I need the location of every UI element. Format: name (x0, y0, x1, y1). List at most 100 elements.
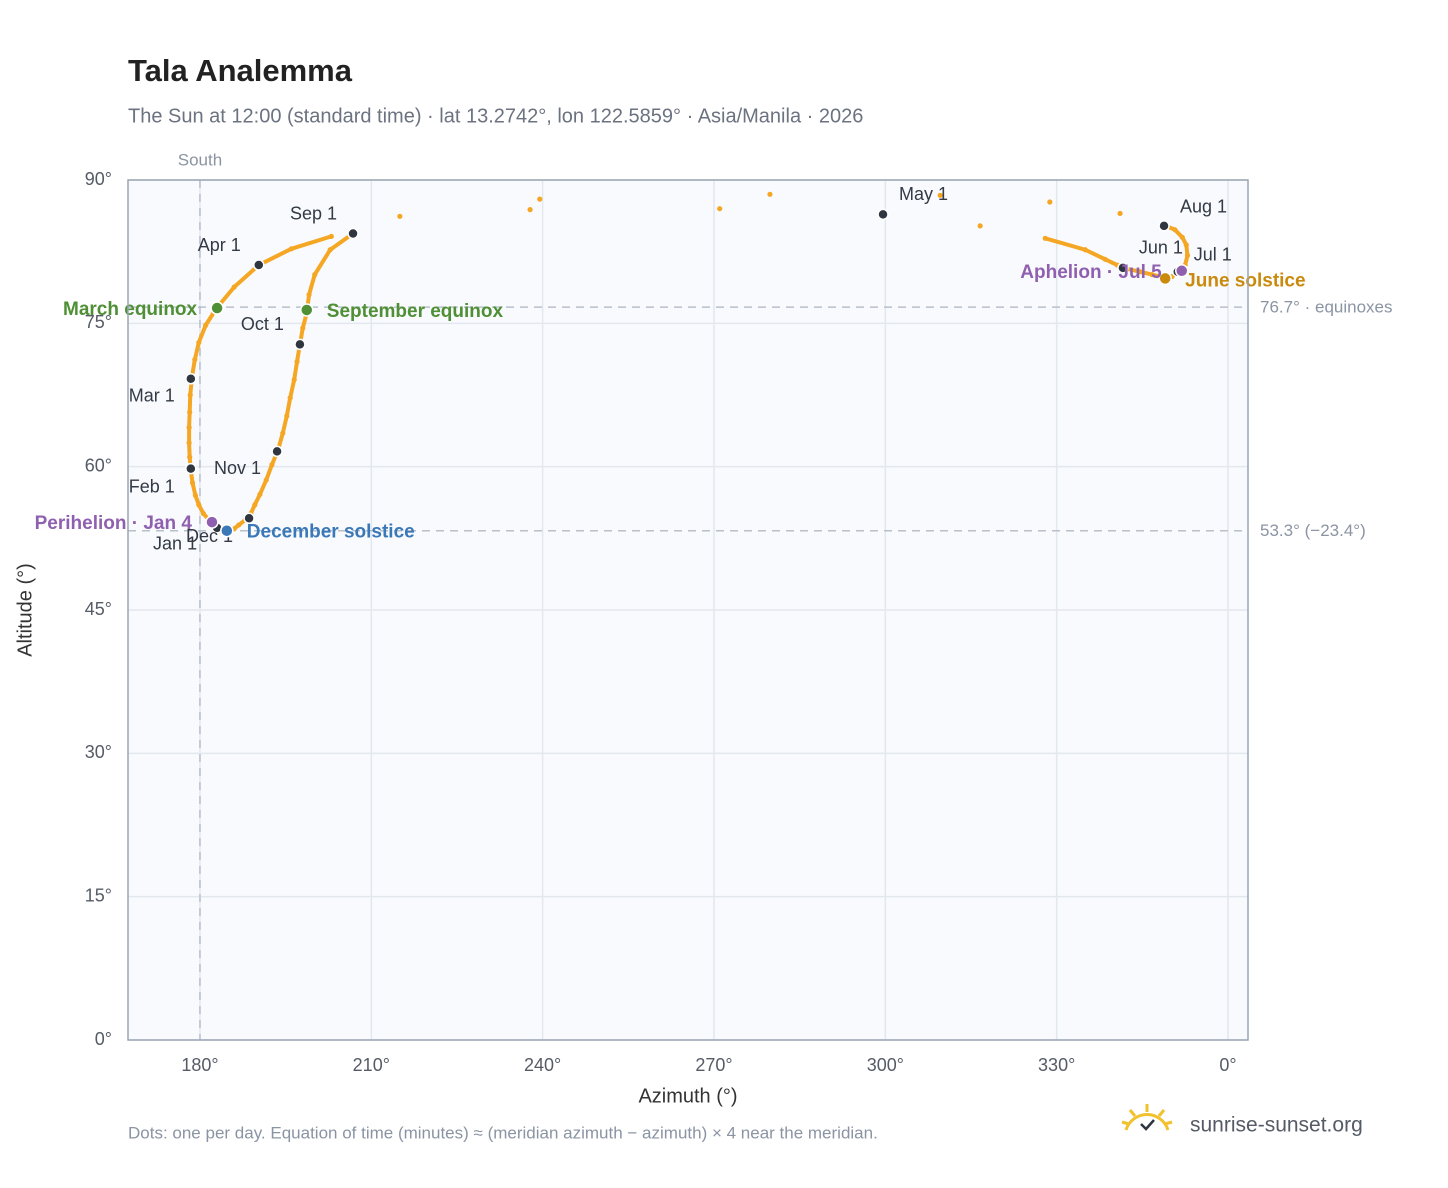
daily-dot (537, 196, 543, 202)
daily-dot (231, 284, 237, 290)
analemma-segment (187, 393, 193, 415)
key-label: September equinox (327, 301, 504, 322)
daily-dot (1082, 247, 1088, 253)
daily-dot (977, 223, 983, 229)
daily-dot (327, 247, 333, 253)
reference-label: South (178, 150, 222, 169)
marker (300, 303, 314, 317)
daily-dot (291, 377, 297, 383)
analemma-segment (292, 359, 300, 382)
daily-dot (306, 292, 312, 298)
y-tick-label: 15° (85, 885, 112, 905)
daily-dot (187, 392, 193, 398)
daily-dot (257, 491, 263, 497)
daily-dot (284, 413, 290, 419)
key-label: March equinox (63, 299, 198, 320)
key-label: Aphelion · Jul 5 (1020, 262, 1162, 283)
month-label: Jun 1 (1139, 238, 1183, 258)
analemma-segment (196, 323, 208, 345)
analemma-segment (289, 234, 334, 251)
marker (294, 338, 306, 351)
y-tick-label: 90° (85, 169, 112, 189)
daily-dot (280, 430, 286, 436)
daily-dot (1172, 227, 1178, 233)
daily-dot (294, 358, 300, 365)
month-label: Sep 1 (290, 203, 337, 223)
marker (253, 259, 265, 271)
analemma-segment (256, 246, 294, 268)
daily-dot (236, 522, 242, 528)
marker (205, 515, 219, 529)
key-label: June solstice (1185, 270, 1305, 291)
brand-logo (1121, 1104, 1173, 1131)
key-label: Perihelion · Jan 4 (35, 513, 193, 534)
y-tick-label: 0° (95, 1029, 112, 1049)
month-label: Jul 1 (1194, 244, 1232, 264)
y-axis-title: Altitude (°) (14, 563, 36, 657)
analemma-segment (280, 414, 289, 436)
daily-dot (192, 357, 198, 363)
analemma-segment (1043, 236, 1088, 252)
daily-dot (300, 325, 306, 331)
marker (243, 512, 255, 525)
marker (271, 445, 283, 458)
daily-dot (1137, 269, 1143, 275)
marker (1117, 262, 1129, 274)
daily-dot (397, 213, 403, 219)
daily-dot (1184, 252, 1191, 259)
analemma-segment (264, 462, 274, 483)
chart-title: Tala Analemma (128, 53, 353, 88)
marker (210, 301, 224, 315)
daily-dot (717, 206, 723, 212)
daily-dot (767, 191, 773, 197)
daily-dot (203, 322, 209, 328)
daily-dot (192, 492, 198, 498)
marker (185, 373, 197, 385)
daily-dot (186, 424, 192, 431)
daily-dot (196, 339, 202, 346)
daily-dot (196, 502, 202, 508)
daily-dot (1042, 235, 1048, 241)
daily-dot (312, 272, 318, 278)
daily-dot (1102, 256, 1108, 262)
analemma-segment (288, 377, 297, 400)
x-tick-label: 180° (181, 1055, 218, 1075)
daily-dot (937, 192, 943, 198)
daily-dot (1117, 210, 1123, 217)
y-tick-label: 60° (85, 455, 112, 475)
y-tick-label: 30° (85, 742, 112, 762)
daily-dot (328, 233, 334, 239)
month-label: Jan 1 (153, 534, 197, 554)
analemma-segment (192, 340, 201, 362)
daily-dot (200, 510, 206, 517)
y-tick-label: 75° (85, 312, 112, 332)
daily-dot (287, 395, 293, 401)
x-axis-title: Azimuth (°) (638, 1085, 737, 1107)
marker (877, 208, 889, 221)
daily-dot (187, 454, 193, 460)
analemma-segment (312, 247, 333, 277)
x-tick-label: 0° (1219, 1055, 1236, 1075)
daily-dot (189, 480, 196, 486)
y-tick-label: 45° (85, 599, 112, 619)
daily-dot (527, 207, 533, 213)
marker (185, 462, 197, 475)
key-label: December solstice (247, 522, 415, 543)
analemma-segment (307, 272, 317, 297)
daily-dot (263, 477, 269, 483)
x-tick-label: 300° (867, 1055, 904, 1075)
daily-dot (1179, 234, 1185, 240)
daily-dot (186, 440, 192, 446)
month-label: Feb 1 (129, 476, 175, 496)
marker (347, 227, 359, 240)
marker (1158, 271, 1172, 286)
daily-dot (1047, 199, 1053, 205)
month-label: Oct 1 (241, 314, 284, 334)
analemma-segment (284, 395, 293, 419)
analemma-segment (257, 478, 269, 497)
month-label: May 1 (899, 184, 948, 204)
daily-dot (288, 246, 294, 252)
footnote: Dots: one per day. Equation of time (min… (128, 1123, 878, 1142)
marker (220, 523, 234, 538)
x-tick-label: 210° (353, 1055, 390, 1075)
